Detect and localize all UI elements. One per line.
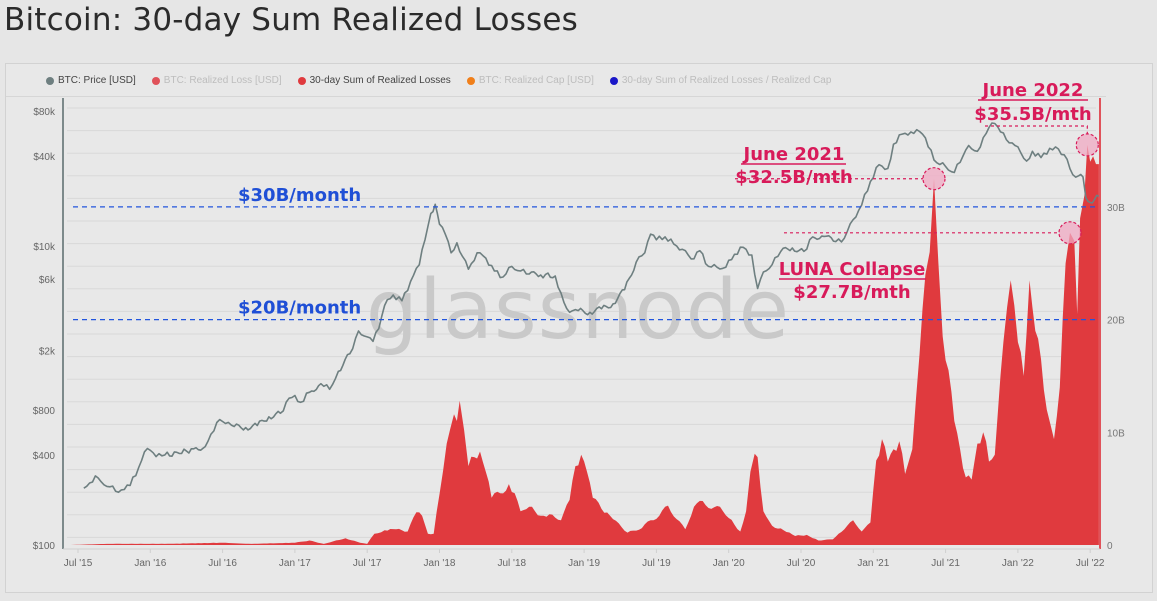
losses-area [70, 144, 1099, 545]
annotation-value: $27.7B/mth [793, 282, 910, 303]
reference-lines-layer: $30B/month $20B/month [73, 185, 1100, 321]
left-axis-tick-label: $40k [33, 152, 56, 163]
left-axis-tick-label: $800 [33, 406, 56, 417]
annotation-marker [1075, 133, 1099, 157]
legend-dot-icon [151, 76, 160, 85]
losses-area-layer [70, 144, 1099, 545]
legend-dot-icon [466, 76, 475, 85]
legend-item-30day-sum[interactable]: 30-day Sum of Realized Losses [297, 75, 451, 86]
x-axis-tick-label: Jul '20 [787, 558, 816, 569]
x-axis-tick-label: Jan '19 [568, 558, 600, 569]
chart-legend: BTC: Price [USD] BTC: Realized Loss [USD… [0, 67, 900, 94]
legend-label: BTC: Realized Loss [USD] [163, 75, 282, 86]
left-axis-tick-label: $100 [33, 541, 56, 552]
reference-line-label: $30B/month [238, 185, 361, 206]
left-axis-tick-label: $6k [39, 275, 56, 286]
x-axis-tick-label: Jul '19 [642, 558, 671, 569]
legend-dot-icon [297, 76, 306, 85]
legend-dot-icon [46, 76, 54, 85]
right-axis-tick-label: 0 [1107, 541, 1113, 552]
x-axis-tick-label: Jul '18 [498, 558, 527, 569]
x-axis-tick-label: Jul '15 [64, 558, 93, 569]
x-axis-tick-label: Jan '22 [1002, 558, 1034, 569]
legend-item-realized-loss[interactable]: BTC: Realized Loss [USD] [151, 75, 282, 86]
annotation-marker [922, 167, 946, 191]
legend-label: BTC: Realized Cap [USD] [478, 75, 594, 86]
page-title: Bitcoin: 30-day Sum Realized Losses [4, 2, 579, 38]
x-axis-tick-label: Jul '22 [1076, 558, 1105, 569]
legend-label: BTC: Price [USD] [58, 75, 136, 86]
x-axis-tick-label: Jan '16 [134, 558, 166, 569]
legend-dot-icon [609, 76, 618, 85]
legend-item-btc-price[interactable]: BTC: Price [USD] [46, 75, 136, 86]
x-axis-tick-label: Jul '17 [353, 558, 382, 569]
x-axis-tick-label: Jan '18 [424, 558, 456, 569]
annotation-value: $32.5B/mth [735, 167, 852, 188]
left-axis-tick-label: $2k [39, 346, 56, 357]
annotation-value: $35.5B/mth [974, 104, 1091, 125]
annotation-marker [1058, 221, 1082, 245]
left-axis-tick-label: $10k [33, 242, 56, 253]
reference-line-label: $20B/month [238, 298, 361, 319]
axes-layer: $100 $400 $800 $2k $6k $10k $40k $80k 0 10B 20B 30B… [33, 98, 1125, 569]
x-axis-tick-label: Jan '20 [713, 558, 745, 569]
price-line-layer [83, 122, 1100, 494]
left-axis-tick-label: $80k [33, 107, 56, 118]
x-axis-tick-label: Jul '16 [208, 558, 237, 569]
right-axis-tick-label: 30B [1107, 203, 1125, 214]
annotations-layer: June 2021$32.5B/mth LUNA Collapse$27.7B/m… [735, 80, 1099, 303]
legend-item-losses-over-cap[interactable]: 30-day Sum of Realized Losses / Realized… [609, 75, 832, 86]
legend-label: 30-day Sum of Realized Losses [309, 75, 451, 86]
annotation-title: June 2022 [981, 80, 1084, 101]
right-axis-tick-label: 20B [1107, 316, 1125, 327]
annotation-title: June 2021 [742, 144, 845, 165]
annotation-title: LUNA Collapse [779, 259, 926, 280]
x-axis-tick-label: Jul '21 [931, 558, 960, 569]
right-axis-tick-label: 10B [1107, 428, 1125, 439]
left-axis-tick-label: $400 [33, 451, 56, 462]
legend-item-realized-cap[interactable]: BTC: Realized Cap [USD] [466, 75, 594, 86]
price-line [83, 122, 1100, 494]
annotation-leader-line [985, 125, 1088, 134]
legend-divider [6, 96, 1106, 97]
legend-label: 30-day Sum of Realized Losses / Realized… [621, 75, 832, 86]
x-axis-tick-label: Jan '21 [857, 558, 889, 569]
x-axis-tick-label: Jan '17 [279, 558, 311, 569]
